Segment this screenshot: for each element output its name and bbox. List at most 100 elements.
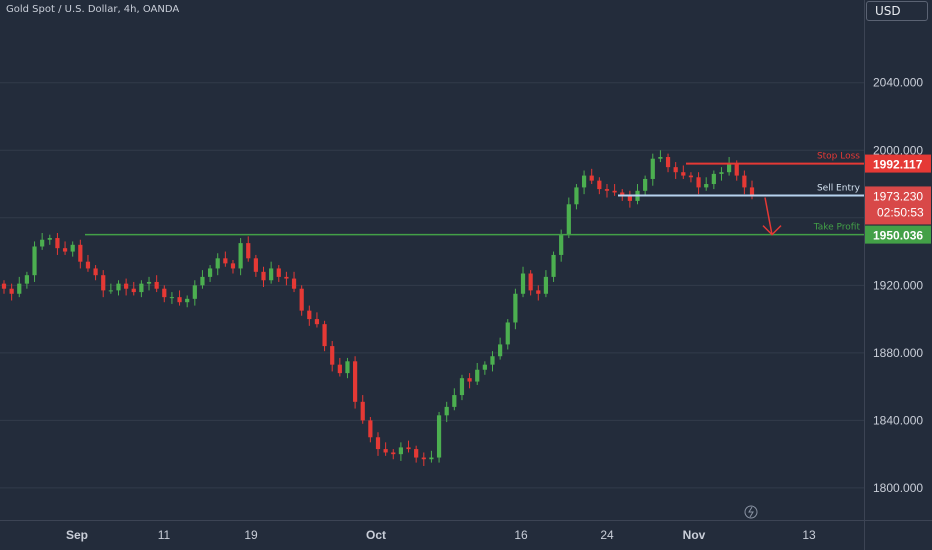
candle <box>749 187 755 196</box>
candle <box>742 175 747 188</box>
candle <box>215 258 220 269</box>
candle <box>574 187 579 205</box>
y-tick-label: 1840.000 <box>873 413 923 427</box>
candle <box>391 452 396 455</box>
candle <box>40 239 45 247</box>
candle <box>581 175 587 188</box>
candle <box>528 273 533 291</box>
candle <box>246 243 251 259</box>
candle <box>70 244 75 252</box>
candle <box>543 276 549 294</box>
take-profit-label: Take Profit <box>813 223 861 233</box>
candle <box>345 361 350 374</box>
candle <box>17 283 22 294</box>
candle <box>398 447 403 455</box>
candle <box>291 278 297 289</box>
candle <box>719 172 724 174</box>
candle <box>24 275 29 284</box>
x-tick-label: 24 <box>600 528 614 542</box>
candle <box>383 449 388 453</box>
y-tick-label: 1880.000 <box>873 346 923 360</box>
candle <box>536 290 541 294</box>
stop-loss-label: Stop Loss <box>817 152 860 162</box>
candle <box>421 457 426 460</box>
candle <box>47 238 52 240</box>
candle <box>269 268 274 281</box>
candle <box>32 246 37 276</box>
candle <box>124 283 129 289</box>
bar-countdown: 02:50:53 <box>877 205 924 219</box>
candle <box>307 310 312 320</box>
lightning-bolt-icon <box>748 506 754 518</box>
current-price: 1973.230 <box>873 189 923 203</box>
candle <box>314 319 320 325</box>
candle <box>406 447 411 450</box>
candle <box>200 276 205 286</box>
candle <box>261 271 266 281</box>
candle <box>704 184 709 188</box>
candle <box>734 163 739 176</box>
candle <box>673 167 678 173</box>
candle <box>604 189 610 191</box>
candle <box>1 283 7 289</box>
candle <box>93 268 98 276</box>
candle <box>55 238 60 249</box>
candle <box>146 281 152 284</box>
projection-arrow-line <box>764 197 773 235</box>
candle <box>192 285 197 299</box>
candle <box>108 290 113 292</box>
candle <box>482 364 487 370</box>
x-tick-label: Sep <box>66 528 88 542</box>
candle <box>62 248 68 252</box>
candle <box>185 298 190 303</box>
sell-entry-label: Sell Entry <box>817 183 861 193</box>
candle <box>238 243 243 269</box>
candle <box>467 378 472 382</box>
candle <box>169 297 175 299</box>
candle <box>727 163 732 173</box>
candle <box>177 297 182 303</box>
x-tick-label: 13 <box>802 528 816 542</box>
candle <box>284 276 289 279</box>
candle <box>101 275 106 291</box>
candle <box>513 293 518 323</box>
candle <box>498 344 503 357</box>
candle <box>559 234 564 255</box>
candle <box>375 437 381 450</box>
candle <box>9 288 14 294</box>
candle <box>330 346 335 365</box>
candle <box>429 457 434 460</box>
candle <box>459 378 465 396</box>
x-tick-label: Oct <box>366 528 386 542</box>
candle <box>116 283 121 291</box>
candle <box>353 361 358 402</box>
candle <box>696 177 701 188</box>
candle <box>337 364 342 374</box>
x-tick-label: 16 <box>514 528 528 542</box>
candle <box>78 244 83 262</box>
take-profit-price: 1950.036 <box>873 229 923 243</box>
candle <box>131 288 136 293</box>
candle <box>490 356 495 365</box>
lightning-icon[interactable] <box>744 505 758 519</box>
candle <box>650 158 655 179</box>
candle <box>85 261 91 269</box>
candle <box>253 258 258 272</box>
candle <box>276 268 281 277</box>
candle <box>322 324 327 347</box>
candle <box>597 180 602 190</box>
candle <box>368 420 373 438</box>
candle <box>688 175 694 178</box>
candle <box>139 283 144 293</box>
candle <box>711 173 716 185</box>
x-tick-label: 19 <box>244 528 258 542</box>
candle <box>360 401 365 421</box>
candle <box>627 195 632 201</box>
currency-button[interactable]: USD <box>866 1 928 21</box>
candle <box>551 254 556 277</box>
candle <box>299 288 304 311</box>
candle <box>452 395 457 407</box>
candle <box>444 406 449 416</box>
